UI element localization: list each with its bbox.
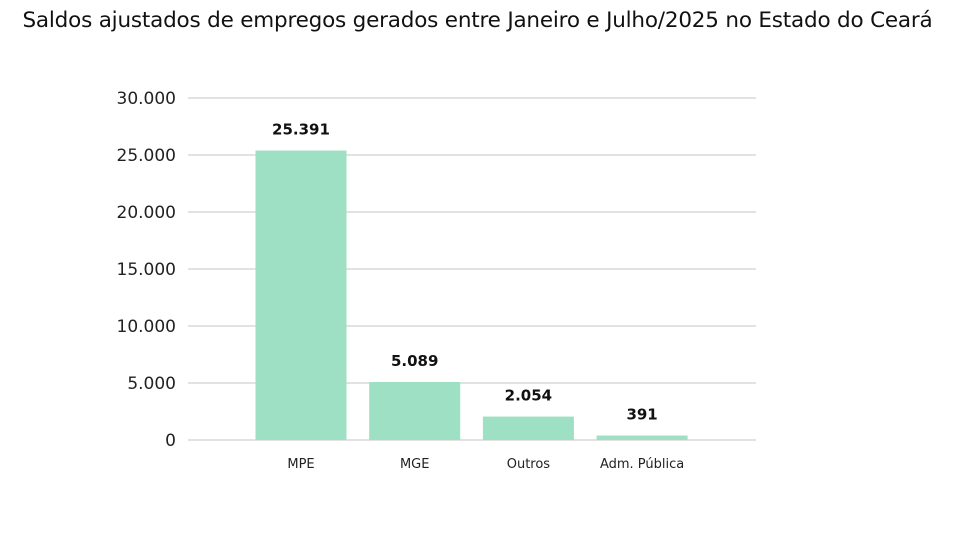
y-tick-label: 10.000 [117, 317, 176, 337]
data-labels: 25.391 5.089 2.054 391 [272, 121, 658, 424]
y-axis-ticks: 0 5.000 10.000 15.000 20.000 25.000 30.000 [117, 89, 176, 451]
bar-mpe [255, 150, 347, 440]
data-label: 2.054 [505, 387, 552, 405]
bar-mge [369, 381, 461, 440]
x-tick-label: MGE [400, 457, 430, 472]
bar-outros [482, 416, 574, 440]
data-label: 391 [626, 406, 657, 424]
y-tick-label: 5.000 [127, 374, 176, 394]
y-tick-label: 20.000 [117, 203, 176, 223]
x-axis-ticks: MPE MGE Outros Adm. Pública [287, 457, 684, 472]
y-tick-label: 15.000 [117, 260, 176, 280]
y-tick-label: 25.000 [117, 146, 176, 166]
x-tick-label: Adm. Pública [600, 457, 684, 472]
x-tick-label: Outros [507, 457, 551, 472]
bars [255, 150, 688, 440]
y-tick-label: 30.000 [117, 89, 176, 109]
x-tick-label: MPE [287, 457, 314, 472]
bar-adm-p-blica [596, 435, 688, 440]
chart-title: Saldos ajustados de empregos gerados ent… [22, 8, 933, 33]
data-label: 25.391 [272, 121, 330, 139]
y-tick-label: 0 [165, 431, 176, 451]
data-label: 5.089 [391, 352, 438, 370]
